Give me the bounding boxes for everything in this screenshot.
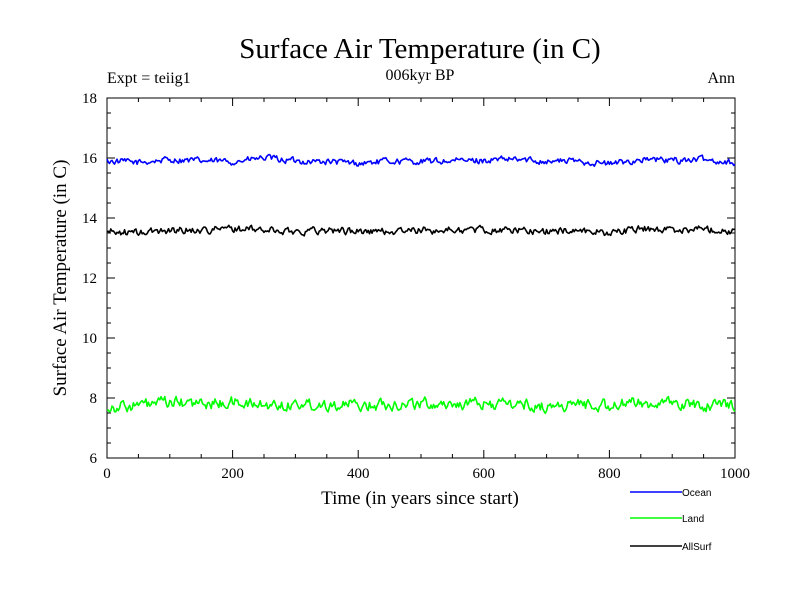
axis-ticks [106, 97, 736, 459]
y-tick-label: 12 [82, 271, 97, 287]
y-tick-label: 14 [82, 211, 98, 227]
y-tick-label: 6 [90, 451, 98, 467]
series-lines [106, 153, 736, 415]
y-tick-label: 18 [82, 91, 97, 107]
series-line-ocean [106, 153, 736, 167]
period-label: Ann [707, 70, 735, 87]
legend-label-allsurf: AllSurf [682, 542, 712, 553]
y-axis-label: Surface Air Temperature (in C) [50, 160, 71, 397]
x-tick-label: 400 [347, 466, 370, 482]
chart-subtitle: 006kyr BP [386, 67, 455, 84]
y-tick-label: 16 [82, 151, 98, 167]
legend-label-land: Land [682, 514, 704, 525]
x-tick-label: 0 [103, 466, 111, 482]
x-tick-label: 1000 [720, 466, 750, 482]
chart-title: Surface Air Temperature (in C) [239, 33, 600, 65]
y-tick-label: 8 [90, 391, 98, 407]
y-tick-label: 10 [82, 331, 97, 347]
experiment-label: Expt = teiig1 [107, 70, 191, 87]
x-tick-label: 600 [473, 466, 496, 482]
series-line-allsurf [106, 224, 736, 237]
x-axis-label: Time (in years since start) [321, 488, 519, 509]
axis-tick-labels: 0 200 400 600 800 1000 6 8 10 12 14 16 18 [82, 91, 750, 482]
legend: Ocean Land AllSurf [630, 488, 712, 553]
legend-label-ocean: Ocean [682, 488, 711, 499]
x-tick-label: 800 [598, 466, 621, 482]
series-line-land [106, 395, 736, 415]
x-tick-label: 200 [221, 466, 244, 482]
